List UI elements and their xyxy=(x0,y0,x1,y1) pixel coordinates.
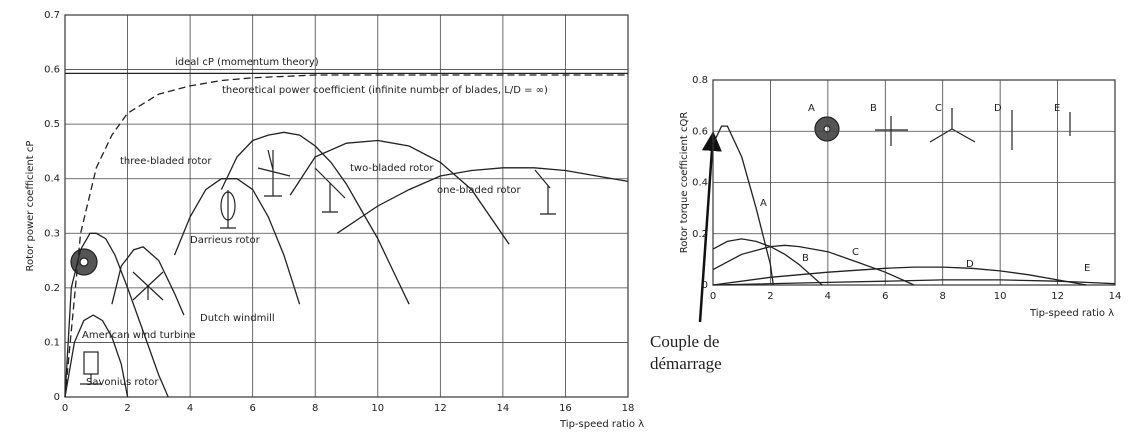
x-axis-label: Tip-speed ratio λ xyxy=(559,419,644,430)
x-tick-label: 18 xyxy=(622,403,635,414)
series-line xyxy=(220,131,410,305)
curve-label: Darrieus rotor xyxy=(190,235,261,246)
curve-label: E xyxy=(1084,263,1090,274)
series-line xyxy=(64,232,169,398)
x-tick-label: 10 xyxy=(994,291,1007,302)
y-tick-label: 0.2 xyxy=(44,283,60,294)
y-tick-label: 0 xyxy=(54,392,60,403)
x-tick-label: 2 xyxy=(124,403,130,414)
x-tick-label: 6 xyxy=(882,291,888,302)
series-line xyxy=(712,266,1087,286)
series-line xyxy=(336,167,629,234)
x-tick-label: 10 xyxy=(371,403,384,414)
series-line xyxy=(64,314,129,398)
x-tick-label: 4 xyxy=(825,291,831,302)
rotor-label: B xyxy=(870,103,877,114)
x-tick-label: 0 xyxy=(710,291,716,302)
rotor-icons xyxy=(70,108,1071,385)
rotor-label: E xyxy=(1054,103,1060,114)
y-axis-label: Rotor power coefficient cP xyxy=(25,141,36,272)
curve-label: three-bladed rotor xyxy=(120,156,212,167)
x-tick-label: 0 xyxy=(62,403,68,414)
y-axis-label: Rotor torque coefficient cQR xyxy=(679,112,690,254)
curve-label: B xyxy=(802,253,809,264)
annotation: démarrage xyxy=(650,354,722,373)
y-tick-label: 0.4 xyxy=(692,178,708,189)
curve-label: one-bladed rotor xyxy=(437,185,522,196)
x-tick-label: 2 xyxy=(767,291,773,302)
x-tick-label: 12 xyxy=(434,403,447,414)
y-tick-label: 0.6 xyxy=(44,65,60,76)
y-tick-label: 0.8 xyxy=(692,75,708,86)
rotor-label: C xyxy=(935,103,942,114)
y-tick-label: 0.2 xyxy=(692,229,708,240)
curve-label: C xyxy=(852,247,859,258)
series-line xyxy=(712,125,774,286)
rotor-label: D xyxy=(994,103,1002,114)
y-tick-label: 0.1 xyxy=(44,337,60,348)
y-tick-label: 0.6 xyxy=(692,126,708,137)
y-tick-label: 0.4 xyxy=(44,174,60,185)
x-tick-label: 16 xyxy=(559,403,572,414)
y-tick-label: 0.7 xyxy=(44,10,60,21)
curve-label: D xyxy=(966,259,974,270)
x-tick-label: 8 xyxy=(940,291,946,302)
curve-label: A xyxy=(760,198,767,209)
x-tick-label: 4 xyxy=(187,403,193,414)
curve-label: Dutch windmill xyxy=(200,313,275,324)
series-line xyxy=(64,74,628,398)
series-line xyxy=(173,178,301,305)
y-tick-label: 0 xyxy=(702,280,708,291)
x-tick-label: 14 xyxy=(1109,291,1122,302)
series-line xyxy=(712,279,1116,286)
annotation: Couple de xyxy=(650,332,719,351)
y-tick-label: 0.3 xyxy=(44,228,60,239)
x-tick-label: 14 xyxy=(497,403,510,414)
x-tick-label: 6 xyxy=(249,403,255,414)
series-line xyxy=(712,244,915,286)
rotor-label: A xyxy=(808,103,815,114)
series-line xyxy=(111,246,185,316)
y-tick-label: 0.5 xyxy=(44,119,60,130)
x-tick-label: 12 xyxy=(1051,291,1064,302)
x-tick-label: 8 xyxy=(312,403,318,414)
x-axis-label: Tip-speed ratio λ xyxy=(1029,308,1114,319)
annotation-arrow xyxy=(698,131,722,323)
curve-label: American wind turbine xyxy=(82,330,196,341)
series-line xyxy=(289,139,510,245)
curve-label: two-bladed rotor xyxy=(350,163,434,174)
curve-label: ideal cP (momentum theory) xyxy=(175,57,319,68)
curve-label: Savonius rotor xyxy=(86,377,159,388)
curve-label: theoretical power coefficient (infinite … xyxy=(222,85,548,96)
